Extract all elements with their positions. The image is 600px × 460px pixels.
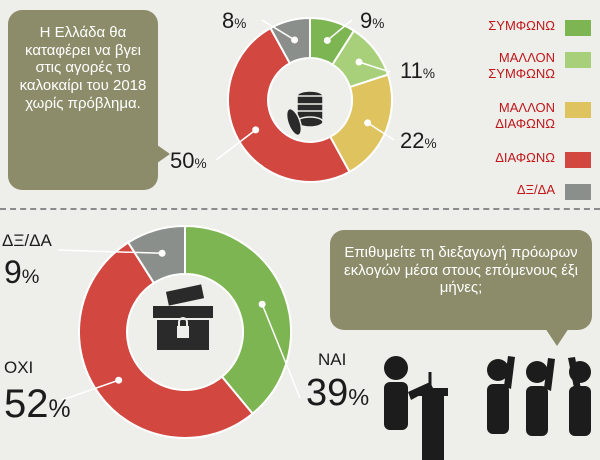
chart-1-label-disagree-percent-sign: %	[194, 156, 207, 171]
chart-1-label-rather-disagree-percent-sign: %	[424, 136, 437, 151]
chart-2-leader-dot-0	[258, 300, 266, 308]
chart-2-label-dk-na-percent-sign: %	[21, 266, 40, 288]
chart-2-slice-1	[78, 241, 254, 439]
chart-2-label-no-value: 52	[4, 382, 49, 426]
chart-2-label-dk-na: 9%	[4, 254, 39, 291]
chart-1-leader-1	[358, 61, 391, 73]
chart-1-label-agree-percent-sign: %	[372, 16, 385, 31]
legend-swatch-agree	[565, 20, 591, 36]
chart-2-leader-dot-2	[158, 249, 166, 257]
chart-2-label-no-percent-sign: %	[48, 396, 71, 423]
chart-1-label-rather-agree: 11%	[400, 58, 435, 84]
chart-1-leader-0	[326, 19, 353, 42]
coins-icon	[285, 90, 324, 137]
question-bubble-1-tail	[150, 140, 170, 168]
chart-1-legend: ΣΥΜΦΩΝΩ ΜΑΛΛΟΝ ΣΥΜΦΩΝΩ ΜΑΛΛΟΝ ΔΙΑΦΩΝΩ ΔΙ…	[440, 18, 595, 214]
chart-2-label-dk-na-value: 9	[4, 254, 22, 290]
chart-1-slice-4	[269, 16, 311, 65]
chart-1-slice-3	[227, 26, 351, 183]
legend-swatch-disagree	[565, 152, 591, 168]
question-bubble-2: Επιθυμείτε τη διεξαγωγή πρόωρων εκλογών …	[330, 230, 592, 330]
legend-label-agree: ΣΥΜΦΩΝΩ	[488, 18, 555, 33]
legend-label-dk-na: ΔΞ/ΔΑ	[516, 182, 555, 197]
legend-label-disagree: ΔΙΑΦΩΝΩ	[495, 150, 555, 165]
ballot-box-icon	[153, 284, 213, 350]
chart-2-label-yes-value: 39	[306, 372, 349, 414]
chart-1-leader-dot-2	[364, 119, 372, 127]
chart-2-leader-dot-1	[115, 376, 123, 384]
label-category-dk-na: ΔΞ/ΔΑ	[2, 231, 52, 250]
chart-1-leader-4	[261, 19, 295, 41]
legend-label-rather-disagree: ΜΑΛΛΟΝ ΔΙΑΦΩΝΩ	[495, 100, 555, 132]
chart-1-label-rather-agree-percent-sign: %	[422, 66, 435, 81]
chart-2-label-yes: 39%	[306, 372, 369, 415]
chart-1-leader-dot-4	[291, 36, 299, 44]
question-bubble-1: Η Ελλάδα θα καταφέρει να βγει στις αγορέ…	[8, 10, 158, 190]
chart-1-leader-dot-3	[252, 126, 260, 134]
chart-1-leader-3	[215, 129, 257, 161]
legend-swatch-rather-agree	[565, 52, 591, 68]
legend-item-dk-na: ΔΞ/ΔΑ	[440, 182, 595, 204]
chart-1-label-dk-na-value: 8	[222, 8, 235, 33]
chart-1-label-rather-agree-value: 11	[400, 58, 423, 83]
chart-2-leader-1	[61, 379, 119, 401]
chart-1-leader-2	[367, 122, 395, 141]
chart-1-label-dk-na-percent-sign: %	[234, 16, 247, 31]
chart-1-label-dk-na: 8%	[222, 8, 246, 34]
chart-1-label-rather-disagree-value: 22	[400, 128, 425, 153]
chart-1-leader-dot-1	[355, 58, 363, 66]
chart-1-label-disagree-value: 50	[170, 148, 195, 173]
legend-item-agree: ΣΥΜΦΩΝΩ	[440, 18, 595, 40]
chart-1-label-disagree: 50%	[170, 148, 207, 174]
question-1-text: Η Ελλάδα θα καταφέρει να βγει στις αγορέ…	[19, 24, 147, 112]
chart-2-label-yes-percent-sign: %	[348, 384, 370, 410]
chart-2-slice-2	[126, 224, 186, 285]
chart-2-leader-2	[57, 249, 163, 255]
legend-item-rather-disagree: ΜΑΛΛΟΝ ΔΙΑΦΩΝΩ	[440, 100, 595, 140]
people-raising-hands-icon	[384, 356, 591, 460]
chart-2-leader-0	[261, 303, 301, 399]
label-category-no: ΟΧΙ	[4, 358, 34, 377]
chart-1-slice-2	[328, 73, 393, 174]
legend-label-rather-agree: ΜΑΛΛΟΝ ΣΥΜΦΩΝΩ	[488, 50, 555, 82]
legend-item-disagree: ΔΙΑΦΩΝΩ	[440, 150, 595, 172]
chart-1-label-rather-disagree: 22%	[400, 128, 437, 154]
chart-1-label-agree: 9%	[360, 8, 384, 34]
question-2-text: Επιθυμείτε τη διεξαγωγή πρόωρων εκλογών …	[344, 244, 578, 297]
chart-2-label-no: 52%	[4, 382, 71, 427]
chart-1-leader-dot-0	[323, 36, 331, 44]
legend-item-rather-agree: ΜΑΛΛΟΝ ΣΥΜΦΩΝΩ	[440, 50, 595, 90]
chart-1-label-agree-value: 9	[360, 8, 373, 33]
label-category-yes: ΝΑΙ	[318, 350, 347, 369]
question-bubble-2-tail	[545, 328, 569, 346]
section-divider	[0, 208, 600, 210]
legend-swatch-dk-na	[565, 184, 591, 200]
chart-2-slice-0	[184, 224, 292, 416]
legend-swatch-rather-disagree	[565, 102, 591, 118]
